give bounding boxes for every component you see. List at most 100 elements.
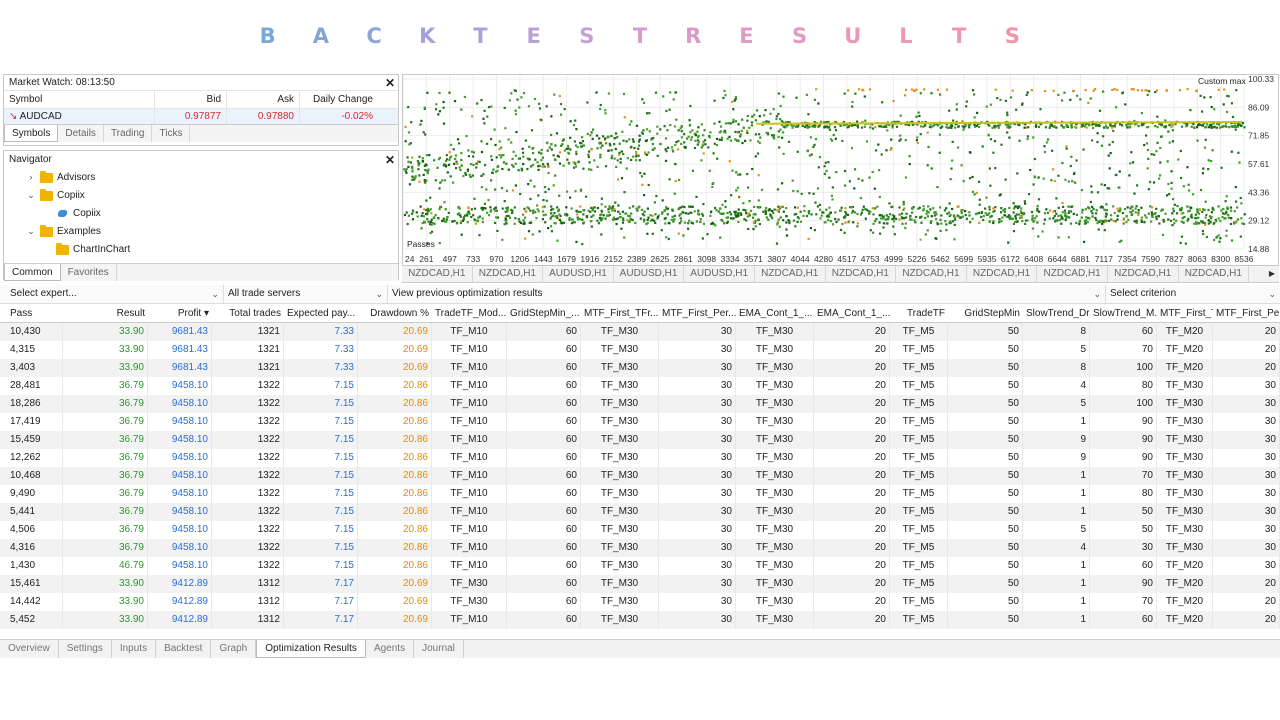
table-row[interactable]: 12,262 36.79 9458.10 1322 7.15 20.86 TF_M10 60 T… — [0, 449, 1280, 467]
col-bid[interactable]: Bid — [155, 91, 227, 108]
scatter-point — [1140, 124, 1143, 127]
column-header[interactable]: MTF_First_Per... — [662, 308, 736, 319]
column-header[interactable]: TradeTF — [907, 308, 945, 319]
table-row[interactable]: 4,506 36.79 9458.10 1322 7.15 20.86 TF_M10 60 TF… — [0, 521, 1280, 539]
tab-ticks[interactable]: Ticks — [152, 125, 191, 142]
column-header[interactable]: Result — [116, 308, 145, 319]
symbol-tab[interactable]: NZDCAD,H1 — [826, 266, 897, 282]
symbol-tab[interactable]: AUDUSD,H1 — [684, 266, 755, 282]
table-row[interactable]: 28,481 36.79 9458.10 1322 7.15 20.86 TF_M10 60 T… — [0, 377, 1280, 395]
tab-symbols[interactable]: Symbols — [4, 125, 59, 142]
symbol-tab[interactable]: NZDCAD,H1 — [1179, 266, 1250, 282]
tab-settings[interactable]: Settings — [59, 640, 112, 658]
column-header[interactable]: MTF_First_TFr... — [584, 308, 659, 319]
scatter-point — [878, 195, 881, 199]
table-row[interactable]: 15,459 36.79 9458.10 1322 7.15 20.86 TF_M10 60 T… — [0, 431, 1280, 449]
symbol-tab[interactable]: NZDCAD,H1 — [967, 266, 1038, 282]
tree-item-advisors[interactable]: › Advisors — [26, 169, 95, 186]
tab-common[interactable]: Common — [4, 264, 61, 281]
table-row[interactable]: 15,461 33.90 9412.89 1312 7.17 20.69 TF_M30 60 T… — [0, 575, 1280, 593]
table-row[interactable]: 10,468 36.79 9458.10 1322 7.15 20.86 TF_M10 60 T… — [0, 467, 1280, 485]
scatter-point — [1185, 125, 1188, 128]
change-value: -0.02% — [341, 111, 373, 122]
column-header[interactable]: Drawdown % — [370, 308, 429, 319]
close-icon[interactable]: ✕ — [384, 76, 395, 90]
scatter-point — [882, 226, 885, 229]
column-header[interactable]: Pass — [10, 308, 33, 319]
tab-graph[interactable]: Graph — [211, 640, 257, 658]
select-expert-dropdown[interactable]: Select expert... ⌄ — [0, 285, 224, 303]
select-criterion-dropdown[interactable]: Select criterion ⌄ — [1106, 285, 1280, 303]
column-header[interactable]: Expected pay... — [287, 308, 356, 319]
table-row[interactable]: 1,430 46.79 9458.10 1322 7.15 20.86 TF_M10 60 TF… — [0, 557, 1280, 575]
col-ask[interactable]: Ask — [227, 91, 300, 108]
scatter-point — [621, 210, 624, 213]
col-daily-change[interactable]: Daily Change — [312, 94, 373, 105]
scatter-point — [1024, 222, 1027, 225]
scatter-point — [567, 147, 570, 150]
table-row[interactable]: 4,316 36.79 9458.10 1322 7.15 20.86 TF_M10 60 TF… — [0, 539, 1280, 557]
market-watch-row[interactable]: ↘ AUDCAD 0.97877 0.97880 -0.02% — [4, 109, 398, 124]
close-icon[interactable]: ✕ — [384, 153, 395, 167]
scatter-point — [901, 217, 904, 220]
tab-backtest[interactable]: Backtest — [156, 640, 212, 658]
table-row[interactable]: 5,441 36.79 9458.10 1322 7.15 20.86 TF_M10 60 TF… — [0, 503, 1280, 521]
table-row[interactable]: 4,315 33.90 9681.43 1321 7.33 20.69 TF_M10 60 TF… — [0, 341, 1280, 359]
scatter-point — [1030, 89, 1033, 92]
column-header[interactable]: GridStepMin — [964, 308, 1020, 319]
tab-favorites[interactable]: Favorites — [61, 264, 117, 281]
column-header[interactable]: GridStepMin_... — [510, 308, 580, 319]
tab-optimization-results[interactable]: Optimization Results — [256, 640, 366, 658]
table-row[interactable]: 5,452 33.90 9412.89 1312 7.17 20.69 TF_M10 60 TF… — [0, 611, 1280, 629]
column-header[interactable]: MTF_First_Peri... — [1216, 308, 1280, 319]
tree-item-examples[interactable]: ⌄ Examples — [26, 223, 101, 240]
column-header[interactable]: TradeTF_Mod... — [435, 308, 507, 319]
column-header[interactable]: EMA_Cont_1_... — [817, 308, 890, 319]
scatter-point — [1093, 122, 1096, 125]
chevron-down-icon[interactable]: ⌄ — [27, 226, 35, 236]
table-row[interactable]: 17,419 36.79 9458.10 1322 7.15 20.86 TF_M10 60 T… — [0, 413, 1280, 431]
scatter-point — [1057, 174, 1060, 177]
table-row[interactable]: 10,430 33.90 9681.43 1321 7.33 20.69 TF_M10 60 T… — [0, 323, 1280, 341]
column-header[interactable]: SlowTrend_Dr... — [1026, 308, 1090, 319]
symbol-tab[interactable]: NZDCAD,H1 — [402, 266, 473, 282]
column-header[interactable]: SlowTrend_M... — [1093, 308, 1157, 319]
symbol-tab[interactable]: NZDCAD,H1 — [896, 266, 967, 282]
table-row[interactable]: 9,490 36.79 9458.10 1322 7.15 20.86 TF_M10 60 TF… — [0, 485, 1280, 503]
table-row[interactable]: 18,286 36.79 9458.10 1322 7.15 20.86 TF_M10 60 T… — [0, 395, 1280, 413]
symbol-tab[interactable]: NZDCAD,H1 — [755, 266, 826, 282]
tab-journal[interactable]: Journal — [414, 640, 464, 658]
table-row[interactable]: 3,403 33.90 9681.43 1321 7.33 20.69 TF_M10 60 TF… — [0, 359, 1280, 377]
chevron-right-icon[interactable]: › — [29, 172, 33, 182]
navigator-tree: › Advisors ⌄ Copiix Copiix ⌄ Examples Ch… — [4, 169, 398, 263]
scatter-point — [735, 171, 738, 174]
scatter-point — [448, 91, 451, 94]
scroll-right-icon[interactable]: ▶ — [1268, 269, 1275, 278]
tab-trading[interactable]: Trading — [104, 125, 153, 142]
tab-inputs[interactable]: Inputs — [112, 640, 157, 658]
scatter-point — [405, 171, 408, 174]
symbol-tab[interactable]: AUDUSD,H1 — [543, 266, 614, 282]
tree-item-chartinchart[interactable]: ChartInChart — [56, 241, 130, 258]
scatter-point — [420, 214, 423, 217]
scatter-point — [869, 126, 872, 129]
tab-details[interactable]: Details — [58, 125, 104, 142]
scatter-point — [426, 209, 430, 212]
symbol-tab[interactable]: NZDCAD,H1 — [1037, 266, 1108, 282]
symbol-tab[interactable]: NZDCAD,H1 — [1108, 266, 1179, 282]
trade-servers-dropdown[interactable]: All trade servers ⌄ — [224, 285, 388, 303]
tab-agents[interactable]: Agents — [366, 640, 415, 658]
symbol-tab[interactable]: AUDUSD,H1 — [614, 266, 685, 282]
symbol-tab[interactable]: NZDCAD,H1 — [473, 266, 544, 282]
tab-overview[interactable]: Overview — [0, 640, 59, 658]
column-header[interactable]: Total trades — [229, 308, 281, 319]
column-header[interactable]: Profit ▾ — [177, 308, 209, 319]
table-row[interactable]: 14,442 33.90 9412.89 1312 7.17 20.69 TF_M30 60 T… — [0, 593, 1280, 611]
chevron-down-icon[interactable]: ⌄ — [27, 190, 35, 200]
tree-item-copiix-ea[interactable]: Copiix — [56, 205, 101, 222]
column-header[interactable]: MTF_First_TF — [1160, 308, 1213, 319]
previous-results-dropdown[interactable]: View previous optimization results ⌄ — [388, 285, 1106, 303]
column-header[interactable]: EMA_Cont_1_... — [739, 308, 813, 319]
tree-item-copiix-folder[interactable]: ⌄ Copiix — [26, 187, 85, 204]
col-symbol[interactable]: Symbol — [4, 91, 155, 108]
